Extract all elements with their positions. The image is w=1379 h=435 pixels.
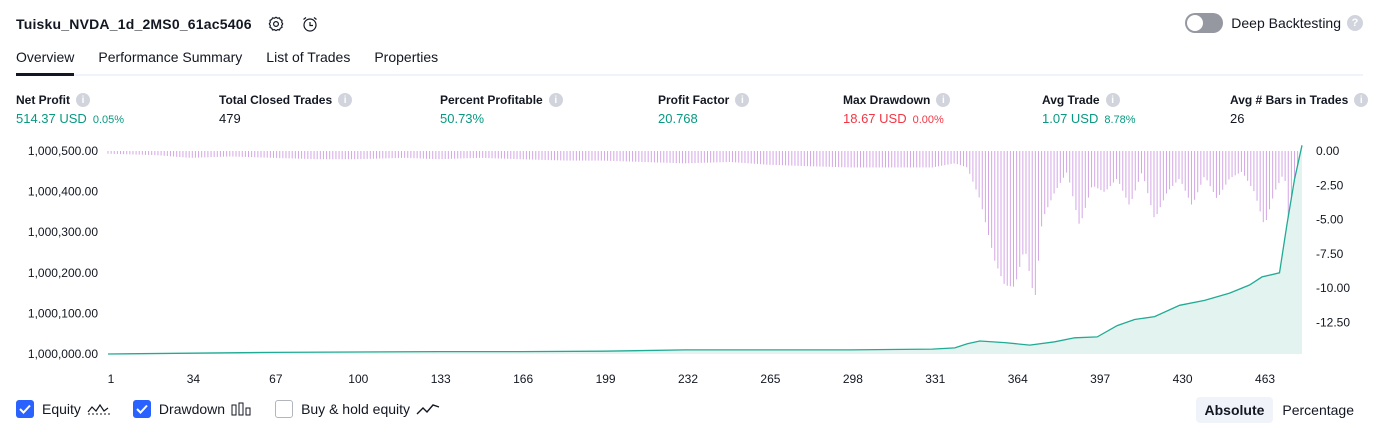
x-axis-tick-label: 166 (513, 372, 533, 386)
legend-equity[interactable]: Equity (16, 400, 111, 418)
stat-label: Avg # Bars in Trades (1230, 93, 1349, 107)
x-axis-tick-label: 331 (925, 372, 945, 386)
legend-drawdown-label: Drawdown (158, 401, 226, 417)
stat-percent-profitable: Percent Profitable i 50.73% (440, 93, 563, 126)
stat-label: Profit Factor (658, 93, 730, 107)
equity-line-icon (87, 402, 111, 416)
legend-equity-label: Equity (42, 401, 81, 417)
x-axis-tick-label: 232 (678, 372, 698, 386)
stat-percent: 0.00% (912, 114, 944, 126)
stat-max-drawdown: Max Drawdown i 18.67 USD 0.00% (843, 93, 951, 126)
chart-legend: Equity Drawdown Buy & hold equity (16, 400, 462, 418)
x-axis-tick-label: 397 (1090, 372, 1110, 386)
legend-drawdown[interactable]: Drawdown (132, 400, 253, 418)
tab-properties[interactable]: Properties (374, 49, 439, 65)
stat-value: 479 (219, 111, 241, 126)
right-axis-tick-label: 0.00 (1316, 144, 1340, 158)
stat-label: Net Profit (16, 93, 70, 107)
info-icon[interactable]: i (936, 93, 951, 107)
info-icon[interactable]: i (1105, 93, 1120, 107)
scale-switch: Absolute Percentage (1195, 397, 1364, 423)
toggle-knob (1187, 15, 1204, 31)
buy-hold-line-icon (416, 402, 440, 416)
right-axis-tick-label: -5.00 (1316, 213, 1344, 227)
stat-percent: 8.78% (1104, 114, 1136, 126)
x-axis-tick-label: 133 (431, 372, 451, 386)
stat-total-closed-trades: Total Closed Trades i 479 (219, 93, 353, 126)
right-axis-tick-label: -12.50 (1316, 315, 1350, 329)
strategy-title: Tuisku_NVDA_1d_2MS0_61ac5406 (16, 16, 252, 32)
stat-value: 18.67 USD (843, 111, 907, 126)
x-axis-tick-label: 265 (760, 372, 780, 386)
tab-performance-summary[interactable]: Performance Summary (98, 49, 243, 65)
stat-label: Percent Profitable (440, 93, 543, 107)
x-axis-tick-label: 298 (843, 372, 863, 386)
x-axis-tick-label: 364 (1008, 372, 1028, 386)
x-axis-tick-label: 463 (1255, 372, 1275, 386)
deep-backtesting-toggle[interactable] (1185, 13, 1224, 33)
absolute-button[interactable]: Absolute (1195, 397, 1274, 423)
legend-buy-hold[interactable]: Buy & hold equity (275, 400, 440, 418)
tab-list-of-trades[interactable]: List of Trades (266, 49, 351, 65)
left-axis-tick-label: 1,000,400.00 (28, 185, 98, 199)
stat-profit-factor: Profit Factor i 20.768 (658, 93, 750, 126)
x-axis-tick-label: 67 (269, 372, 283, 386)
info-icon[interactable]: i (338, 93, 353, 107)
right-axis-tick-label: -2.50 (1316, 178, 1344, 192)
settings-gear-icon[interactable] (266, 14, 286, 34)
right-axis-tick-label: -10.00 (1316, 281, 1350, 295)
stat-value: 26 (1230, 111, 1245, 126)
strategy-header: Tuisku_NVDA_1d_2MS0_61ac5406 (16, 12, 320, 36)
add-alert-icon[interactable] (300, 14, 320, 34)
left-axis-tick-label: 1,000,000.00 (28, 347, 98, 361)
deep-backtesting: Deep Backtesting ? (1185, 13, 1363, 33)
stat-percent: 0.05% (92, 114, 125, 126)
checkbox-unchecked-icon[interactable] (275, 400, 294, 418)
stats-row: Net Profit i 514.37 USD 0.05% Total Closed… (16, 93, 1369, 133)
stat-label: Max Drawdown (843, 93, 931, 107)
info-icon[interactable]: i (548, 93, 563, 107)
left-axis-tick-label: 1,000,500.00 (28, 144, 98, 158)
stat-value: 514.37 USD (16, 111, 87, 126)
x-axis-tick-label: 199 (596, 372, 616, 386)
x-axis-tick-label: 1 (108, 372, 115, 386)
tab-overview[interactable]: Overview (16, 46, 75, 76)
stat-label: Avg Trade (1042, 93, 1100, 107)
stat-value: 1.07 USD (1042, 111, 1099, 126)
equity-line (107, 145, 1303, 355)
x-axis-tick-label: 100 (348, 372, 368, 386)
legend-buy-hold-label: Buy & hold equity (301, 401, 411, 417)
stat-value: 50.73% (440, 111, 485, 126)
x-axis-tick-label: 430 (1173, 372, 1193, 386)
info-icon[interactable]: i (1354, 93, 1369, 107)
left-axis-tick-label: 1,000,200.00 (28, 266, 98, 280)
deep-backtesting-label: Deep Backtesting (1231, 15, 1341, 31)
equity-area (108, 145, 1302, 354)
x-axis-tick-label: 34 (187, 372, 201, 386)
checkbox-checked-icon[interactable] (16, 400, 34, 418)
right-axis-tick-label: -7.50 (1316, 247, 1344, 261)
drawdown-bars-icon (231, 402, 253, 416)
stat-value: 20.768 (658, 111, 698, 126)
equity-chart[interactable]: 1,000,500.00 1,000,400.00 1,000,300.00 1,00… (0, 140, 1379, 390)
stat-avg-trade: Avg Trade i 1.07 USD 8.78% (1042, 93, 1136, 126)
left-axis-tick-label: 1,000,300.00 (28, 225, 98, 239)
stat-label: Total Closed Trades (219, 93, 333, 107)
percentage-button[interactable]: Percentage (1282, 402, 1354, 418)
info-icon[interactable]: i (735, 93, 750, 107)
checkbox-checked-icon[interactable] (132, 400, 151, 418)
stat-net-profit: Net Profit i 514.37 USD 0.05% (16, 93, 124, 126)
info-icon[interactable]: i (76, 93, 90, 107)
stat-avg-bars: Avg # Bars in Trades i 26 (1230, 93, 1369, 126)
help-icon[interactable]: ? (1347, 15, 1363, 31)
report-tabs: Overview Performance Summary List of Tra… (16, 46, 1363, 76)
left-axis-tick-label: 1,000,100.00 (28, 306, 98, 320)
